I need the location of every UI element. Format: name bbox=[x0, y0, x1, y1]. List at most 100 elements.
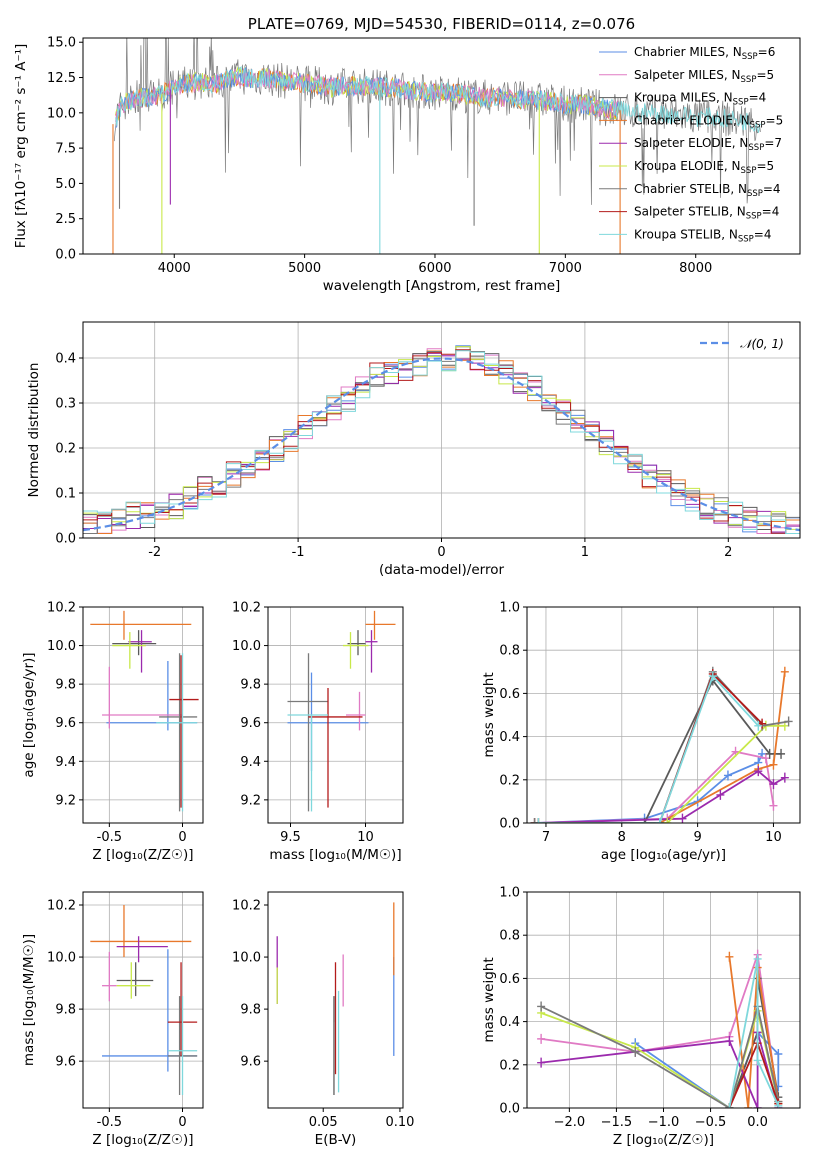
mass-weight-vs-age-panel: 7 8 9 10 0.0 0.2 0.4 0.6 0.8 1.0 age [log₁₀(age/yr… bbox=[481, 601, 801, 863]
y-tick-label: 7.5 bbox=[55, 142, 76, 157]
y-tick-label: 1.0 bbox=[499, 886, 520, 901]
x-tick-label: 1 bbox=[581, 545, 589, 560]
y-tick-label: 10.0 bbox=[47, 106, 76, 121]
y-tick-label: 10.2 bbox=[232, 899, 261, 914]
legend-entry: Salpeter STELIB, NSSP=4 bbox=[634, 205, 779, 222]
x-tick-label: 8000 bbox=[679, 261, 712, 276]
plot-area bbox=[287, 610, 396, 812]
y-tick-label: 10.2 bbox=[47, 601, 76, 616]
legend-label: Kroupa ELODIE, N bbox=[634, 159, 741, 173]
point-marker bbox=[725, 951, 734, 962]
y-tick-label: 10.0 bbox=[47, 639, 76, 654]
plot-area bbox=[276, 902, 395, 1095]
x-axis-label: age [log₁₀(age/yr)] bbox=[601, 847, 726, 863]
point-marker bbox=[754, 766, 763, 777]
legend-subscript: SSP bbox=[733, 98, 749, 108]
legend-label: 𝒩(0, 1) bbox=[740, 337, 784, 351]
axes-frame bbox=[82, 606, 204, 824]
series-line bbox=[540, 954, 780, 1104]
series-line bbox=[534, 750, 775, 823]
y-tick-label: 0.0 bbox=[55, 532, 76, 547]
x-tick-label: 6000 bbox=[418, 261, 451, 276]
y-tick-label: 0.2 bbox=[499, 773, 520, 788]
legend-entry: Salpeter MILES, NSSP=5 bbox=[634, 68, 774, 85]
y-tick-label: 0.8 bbox=[499, 929, 520, 944]
legend-tail: =7 bbox=[764, 136, 782, 150]
x-tick-label: 2 bbox=[724, 545, 732, 560]
legend-entry: Chabrier ELODIE, NSSP=5 bbox=[634, 113, 783, 130]
point-marker bbox=[753, 1055, 762, 1066]
point-marker bbox=[753, 953, 762, 964]
point-marker bbox=[765, 748, 774, 759]
x-tick-label: 0 bbox=[437, 545, 445, 560]
point-marker bbox=[534, 818, 543, 823]
x-tick-label: 5000 bbox=[288, 261, 321, 276]
axes-frame bbox=[267, 891, 404, 1109]
chart-title: PLATE=0769, MJD=54530, FIBERID=0114, z=0… bbox=[248, 15, 635, 33]
y-axis-label: Flux [fλ10⁻¹⁷ erg cm⁻² s⁻¹ A⁻¹] bbox=[13, 44, 29, 249]
y-tick-label: 1.0 bbox=[499, 601, 520, 616]
series-line-model bbox=[115, 66, 619, 129]
axes-frame bbox=[267, 606, 404, 824]
y-axis-label: mass [log₁₀(M/M☉)] bbox=[21, 934, 37, 1066]
legend-tail: =4 bbox=[749, 91, 767, 105]
point-marker bbox=[537, 1057, 546, 1068]
y-axis-label: mass weight bbox=[481, 672, 497, 757]
y-tick-label: 5.0 bbox=[55, 177, 76, 192]
y-tick-label: 9.6 bbox=[240, 716, 261, 731]
legend-subscript: SSP bbox=[746, 212, 762, 222]
x-tick-label: 7000 bbox=[549, 261, 582, 276]
legend-label: Chabrier STELIB, N bbox=[634, 182, 747, 196]
mass-vs-metallicity-panel: -0.5 0 9.6 9.8 10.0 10.2 Z [log₁₀(Z/Z☉)] mass [… bbox=[21, 891, 204, 1148]
x-tick-label: -0.5 bbox=[97, 830, 122, 845]
legend-entry: Kroupa ELODIE, NSSP=5 bbox=[634, 159, 774, 176]
x-tick-label: 10 bbox=[357, 830, 374, 845]
y-tick-label: 9.6 bbox=[55, 1055, 76, 1070]
point-marker bbox=[744, 1103, 753, 1108]
point-marker bbox=[723, 770, 732, 781]
x-axis-label: (data-model)/error bbox=[379, 562, 505, 578]
plot-area bbox=[530, 666, 793, 823]
x-tick-label: 8 bbox=[618, 830, 626, 845]
series-line bbox=[540, 1005, 780, 1108]
point-marker bbox=[655, 818, 664, 823]
point-marker bbox=[537, 1001, 546, 1012]
legend-tail: =4 bbox=[763, 182, 781, 196]
x-tick-label: -1 bbox=[292, 545, 305, 560]
mass-vs-ebv-panel: 0.05 0.10 9.6 9.8 10.0 10.2 E(B-V) bbox=[232, 891, 414, 1148]
legend-tail: =6 bbox=[758, 45, 776, 59]
histogram-step bbox=[83, 349, 800, 534]
legend-label: Salpeter ELODIE, N bbox=[634, 136, 748, 150]
point-marker bbox=[708, 671, 717, 682]
y-tick-label: 9.8 bbox=[55, 1003, 76, 1018]
point-marker bbox=[780, 666, 789, 677]
series-line bbox=[540, 1032, 780, 1108]
point-marker bbox=[725, 1103, 734, 1108]
x-tick-label: −2.0 bbox=[554, 1115, 586, 1130]
y-tick-label: 9.8 bbox=[240, 678, 261, 693]
series-line bbox=[538, 770, 786, 823]
y-tick-label: 12.5 bbox=[47, 71, 76, 86]
legend-label: Chabrier ELODIE, N bbox=[634, 113, 750, 127]
axes-frame bbox=[526, 606, 801, 824]
y-axis-label: mass weight bbox=[481, 957, 497, 1042]
legend-tail: =5 bbox=[756, 68, 774, 82]
axes-frame bbox=[82, 37, 801, 255]
mass-weight-vs-metallicity-panel: −2.0 −1.5 −1.0 −0.5 0.0 0.0 0.2 0.4 0.6 0.8 1.0 Z [… bbox=[481, 886, 801, 1148]
legend-subscript: SSP bbox=[741, 75, 757, 85]
point-marker bbox=[758, 718, 767, 729]
point-marker bbox=[774, 1049, 783, 1059]
spectrum-panel: 4000 5000 6000 7000 8000 0.0 2.5 5.0 7.5 10.0 12.5… bbox=[13, 15, 801, 294]
y-tick-label: 10.2 bbox=[47, 899, 76, 914]
point-marker bbox=[761, 753, 770, 764]
point-marker bbox=[754, 720, 763, 731]
y-tick-label: 0.0 bbox=[499, 1102, 520, 1117]
series-line bbox=[538, 678, 781, 823]
legend-label: Kroupa MILES, N bbox=[634, 91, 733, 105]
point-marker bbox=[678, 813, 687, 823]
point-marker bbox=[663, 818, 672, 823]
point-marker bbox=[537, 1033, 546, 1044]
gaussian-curve bbox=[83, 357, 800, 532]
legend-tail: =4 bbox=[754, 227, 772, 241]
